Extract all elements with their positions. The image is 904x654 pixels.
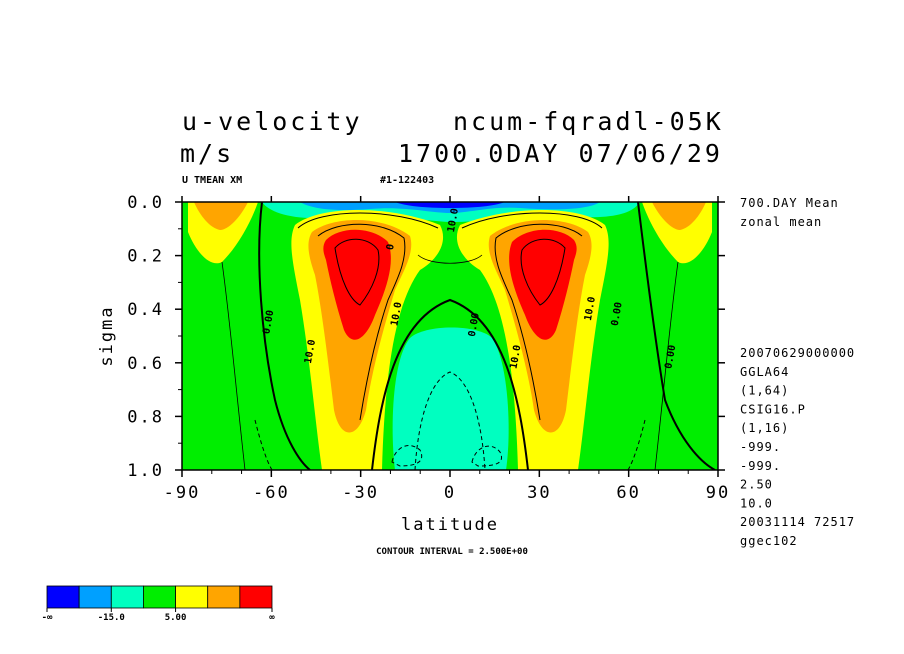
side-info-line: (1,16) (740, 421, 789, 435)
contour-label: 0.00 (663, 344, 678, 370)
side-info-line: 2.50 (740, 478, 773, 492)
upper-easterly-max (395, 202, 505, 208)
variable-title: u-velocity (182, 107, 363, 136)
side-info-line: GGLA64 (740, 365, 789, 379)
x-tick-label: -60 (253, 483, 290, 503)
zero-contour-center (371, 298, 529, 470)
contour-interval: CONTOUR INTERVAL = 2.500E+00 (376, 547, 528, 557)
side-info-line: CSIG16.P (740, 402, 806, 416)
thin-contour (221, 261, 246, 470)
colorbar-swatch (46, 585, 80, 609)
jet-contour (334, 238, 380, 306)
experiment-title: ncum-fqradl-05K (453, 107, 724, 136)
mean-label-1: 700.DAY Mean (740, 196, 839, 210)
jet-east-red (509, 229, 577, 340)
dashed-contour (254, 419, 273, 470)
x-tick-label: 90 (706, 483, 730, 503)
side-info-line: (1,64) (740, 384, 789, 398)
jet-contour (520, 238, 566, 306)
zero-contour-west (258, 202, 311, 470)
side-info-line: 20031114 72517 (740, 515, 855, 529)
x-tick-label: 30 (527, 483, 551, 503)
y-tick-label: 0.2 (127, 247, 164, 267)
contour-label: 0 (385, 243, 397, 251)
polar-west-orange (194, 202, 248, 230)
side-info-line: -999. (740, 459, 781, 473)
x-tick-label: -90 (164, 483, 201, 503)
contour-label: 0.00 (261, 309, 276, 335)
dashed-contour (414, 371, 486, 470)
contour-label: 10.0 (303, 339, 318, 365)
x-tick-label: 60 (616, 483, 640, 503)
contour-labels: 10.0 10.0 10.0 10.0 0.00 0.00 0.00 0.00 10.0 0 (261, 208, 678, 370)
y-axis-label: sigma (97, 305, 117, 366)
easterly-contour (471, 445, 502, 467)
field-tag: U TMEAN XM (182, 175, 242, 186)
side-info-block: 20070629000000 GGLA64 (1,64) CSIG16.P (1,16)… (740, 346, 855, 548)
colorbar-label: -∞ (42, 613, 53, 623)
x-axis-label: latitude (401, 515, 499, 535)
y-tick-label: 1.0 (127, 461, 164, 481)
easterly-region (392, 327, 509, 470)
thin-contour (654, 261, 679, 470)
run-id: #1-122403 (380, 175, 434, 186)
y-tick-label: 0.6 (127, 354, 164, 374)
colorbar-label: -15.0 (98, 613, 125, 623)
contour-label: 10.0 (583, 296, 598, 322)
mean-label-2: zonal mean (740, 215, 822, 229)
units-label: m/s (180, 139, 234, 168)
contour-field (182, 202, 718, 470)
jet-contour (317, 223, 406, 421)
y-tick-label: 0.0 (127, 193, 164, 213)
colorbar-swatch (143, 585, 176, 609)
y-axis: 0.0 0.2 0.4 0.6 0.8 1.0 (127, 193, 725, 481)
dashed-contour (627, 419, 646, 470)
zero-contour-east (637, 202, 716, 470)
contour-label: 10.0 (446, 208, 461, 234)
side-info-line: ggec102 (740, 534, 798, 548)
contour-label: 0.00 (467, 312, 482, 338)
jet-contour (461, 212, 603, 229)
side-info-line: -999. (740, 440, 781, 454)
thin-contour (417, 254, 483, 264)
side-info-line: 20070629000000 (740, 346, 855, 360)
date-label: 1700.0DAY 07/06/29 (398, 139, 723, 168)
color-bar: -∞ -15.0 5.00 ∞ (42, 585, 275, 623)
x-tick-label: -30 (342, 483, 379, 503)
colorbar-label: ∞ (269, 613, 275, 623)
colorbar-swatch (110, 585, 144, 609)
jet-contour (494, 223, 583, 421)
easterly-contour (391, 445, 423, 467)
contour-label: 0.00 (610, 301, 625, 327)
y-tick-label: 0.4 (127, 300, 164, 320)
contour-lines (221, 202, 716, 470)
colorbar-label: 5.00 (165, 613, 187, 623)
polar-east-orange (652, 202, 706, 230)
x-axis: -90 -60 -30 0 30 60 90 (164, 196, 730, 503)
contour-label: 10.0 (389, 301, 404, 327)
jet-west-red (323, 229, 391, 340)
side-info-line: 10.0 (740, 496, 773, 510)
y-tick-label: 0.8 (127, 407, 164, 427)
contour-label: 10.0 (509, 344, 524, 370)
jet-contour (297, 212, 439, 229)
colorbar-swatch (239, 585, 273, 609)
colorbar-swatch (207, 585, 241, 609)
colorbar-swatch (78, 585, 112, 609)
colorbar-swatch (175, 585, 209, 609)
x-tick-label: 0 (444, 483, 456, 503)
